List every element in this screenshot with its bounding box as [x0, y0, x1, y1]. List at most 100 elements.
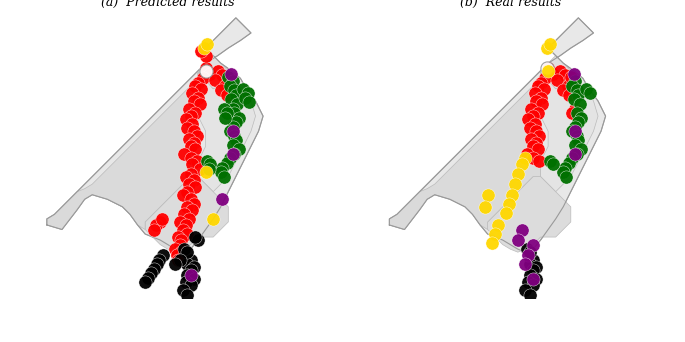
Point — [216, 73, 227, 78]
Point — [534, 133, 545, 139]
Point — [520, 287, 531, 293]
Point — [192, 95, 203, 101]
Point — [531, 277, 542, 282]
Point — [205, 71, 216, 77]
Point — [173, 257, 184, 262]
Point — [564, 92, 575, 98]
Point — [230, 92, 241, 98]
Point — [184, 106, 195, 111]
Point — [571, 151, 582, 157]
Point — [229, 151, 240, 157]
Point — [531, 265, 542, 270]
Point — [227, 79, 238, 84]
Point — [527, 113, 538, 119]
Point — [525, 249, 536, 255]
Point — [559, 73, 570, 78]
Point — [482, 192, 493, 197]
Point — [490, 231, 501, 237]
Point — [220, 115, 231, 120]
Point — [566, 110, 577, 116]
Point — [182, 189, 193, 195]
Point — [175, 257, 186, 262]
Point — [558, 169, 569, 175]
Point — [186, 121, 197, 127]
Point — [180, 116, 191, 122]
Point — [190, 83, 201, 89]
Point — [230, 119, 241, 125]
Point — [523, 116, 534, 122]
Point — [580, 86, 591, 92]
Polygon shape — [47, 72, 198, 229]
Point — [512, 171, 523, 176]
Point — [535, 80, 546, 86]
Point — [238, 86, 249, 92]
Point — [216, 165, 227, 170]
Point — [527, 144, 538, 149]
Point — [541, 65, 552, 70]
Point — [176, 237, 187, 243]
Point — [531, 129, 542, 134]
Point — [227, 142, 238, 147]
Point — [226, 71, 237, 77]
Point — [576, 147, 587, 152]
Point — [487, 240, 498, 246]
Point — [179, 247, 190, 252]
Point — [185, 197, 196, 202]
Point — [544, 159, 555, 164]
Point — [573, 119, 584, 125]
Point — [523, 280, 534, 285]
Point — [520, 156, 531, 161]
Polygon shape — [47, 18, 263, 252]
Point — [186, 207, 197, 213]
Point — [558, 88, 569, 93]
Point — [190, 110, 201, 116]
Point — [201, 41, 212, 46]
Polygon shape — [540, 72, 598, 192]
Point — [186, 91, 197, 96]
Point — [526, 136, 537, 142]
Point — [512, 237, 523, 243]
Point — [571, 110, 582, 116]
Point — [200, 169, 211, 175]
Point — [192, 237, 203, 243]
Point — [224, 156, 235, 161]
Point — [180, 280, 191, 285]
Point — [571, 88, 582, 93]
Point — [532, 147, 543, 152]
Point — [517, 162, 528, 167]
Point — [525, 126, 536, 131]
Polygon shape — [145, 176, 228, 252]
Point — [224, 129, 235, 134]
Point — [229, 110, 240, 116]
Point — [534, 159, 545, 164]
Point — [184, 136, 195, 142]
Point — [152, 262, 163, 267]
Point — [227, 129, 238, 134]
Point — [540, 76, 551, 81]
Point — [190, 234, 201, 240]
Point — [566, 129, 577, 134]
Point — [576, 115, 587, 120]
Point — [192, 80, 203, 86]
Point — [221, 110, 232, 116]
Point — [532, 83, 543, 89]
Point — [544, 41, 555, 46]
Point — [234, 147, 245, 152]
Point — [184, 216, 195, 222]
Point — [527, 156, 538, 161]
Polygon shape — [389, 72, 540, 229]
Point — [531, 98, 542, 104]
Point — [185, 283, 196, 288]
Point — [196, 48, 207, 54]
Point — [196, 86, 207, 92]
Point — [180, 222, 191, 228]
Point — [500, 210, 511, 215]
Point — [527, 242, 538, 247]
Polygon shape — [198, 72, 256, 192]
Point — [230, 137, 241, 143]
Point — [531, 141, 542, 146]
Point — [227, 106, 238, 111]
Point — [177, 227, 188, 232]
Point — [182, 249, 193, 255]
Point — [535, 95, 546, 101]
